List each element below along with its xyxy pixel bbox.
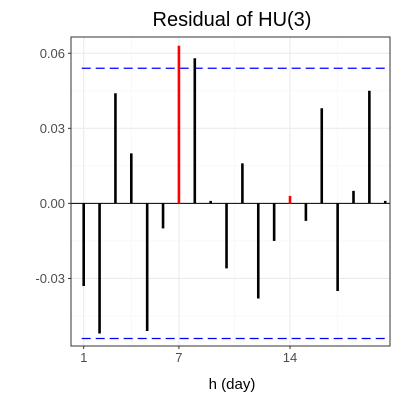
y-tick-label: 0.00 [40, 196, 65, 211]
panel-border [70, 36, 391, 347]
x-tick-label: 1 [80, 350, 87, 365]
chart-title: Residual of HU(3) [153, 9, 312, 31]
y-tick-label: -0.03 [35, 271, 65, 286]
x-tick-label: 7 [175, 350, 182, 365]
y-tick-label: 0.03 [40, 121, 65, 136]
x-axis-label: h (day) [209, 376, 256, 393]
panel-background [71, 37, 390, 346]
plot-panel [70, 36, 391, 347]
x-tick-label: 14 [283, 350, 297, 365]
y-tick-label: 0.06 [40, 46, 65, 61]
